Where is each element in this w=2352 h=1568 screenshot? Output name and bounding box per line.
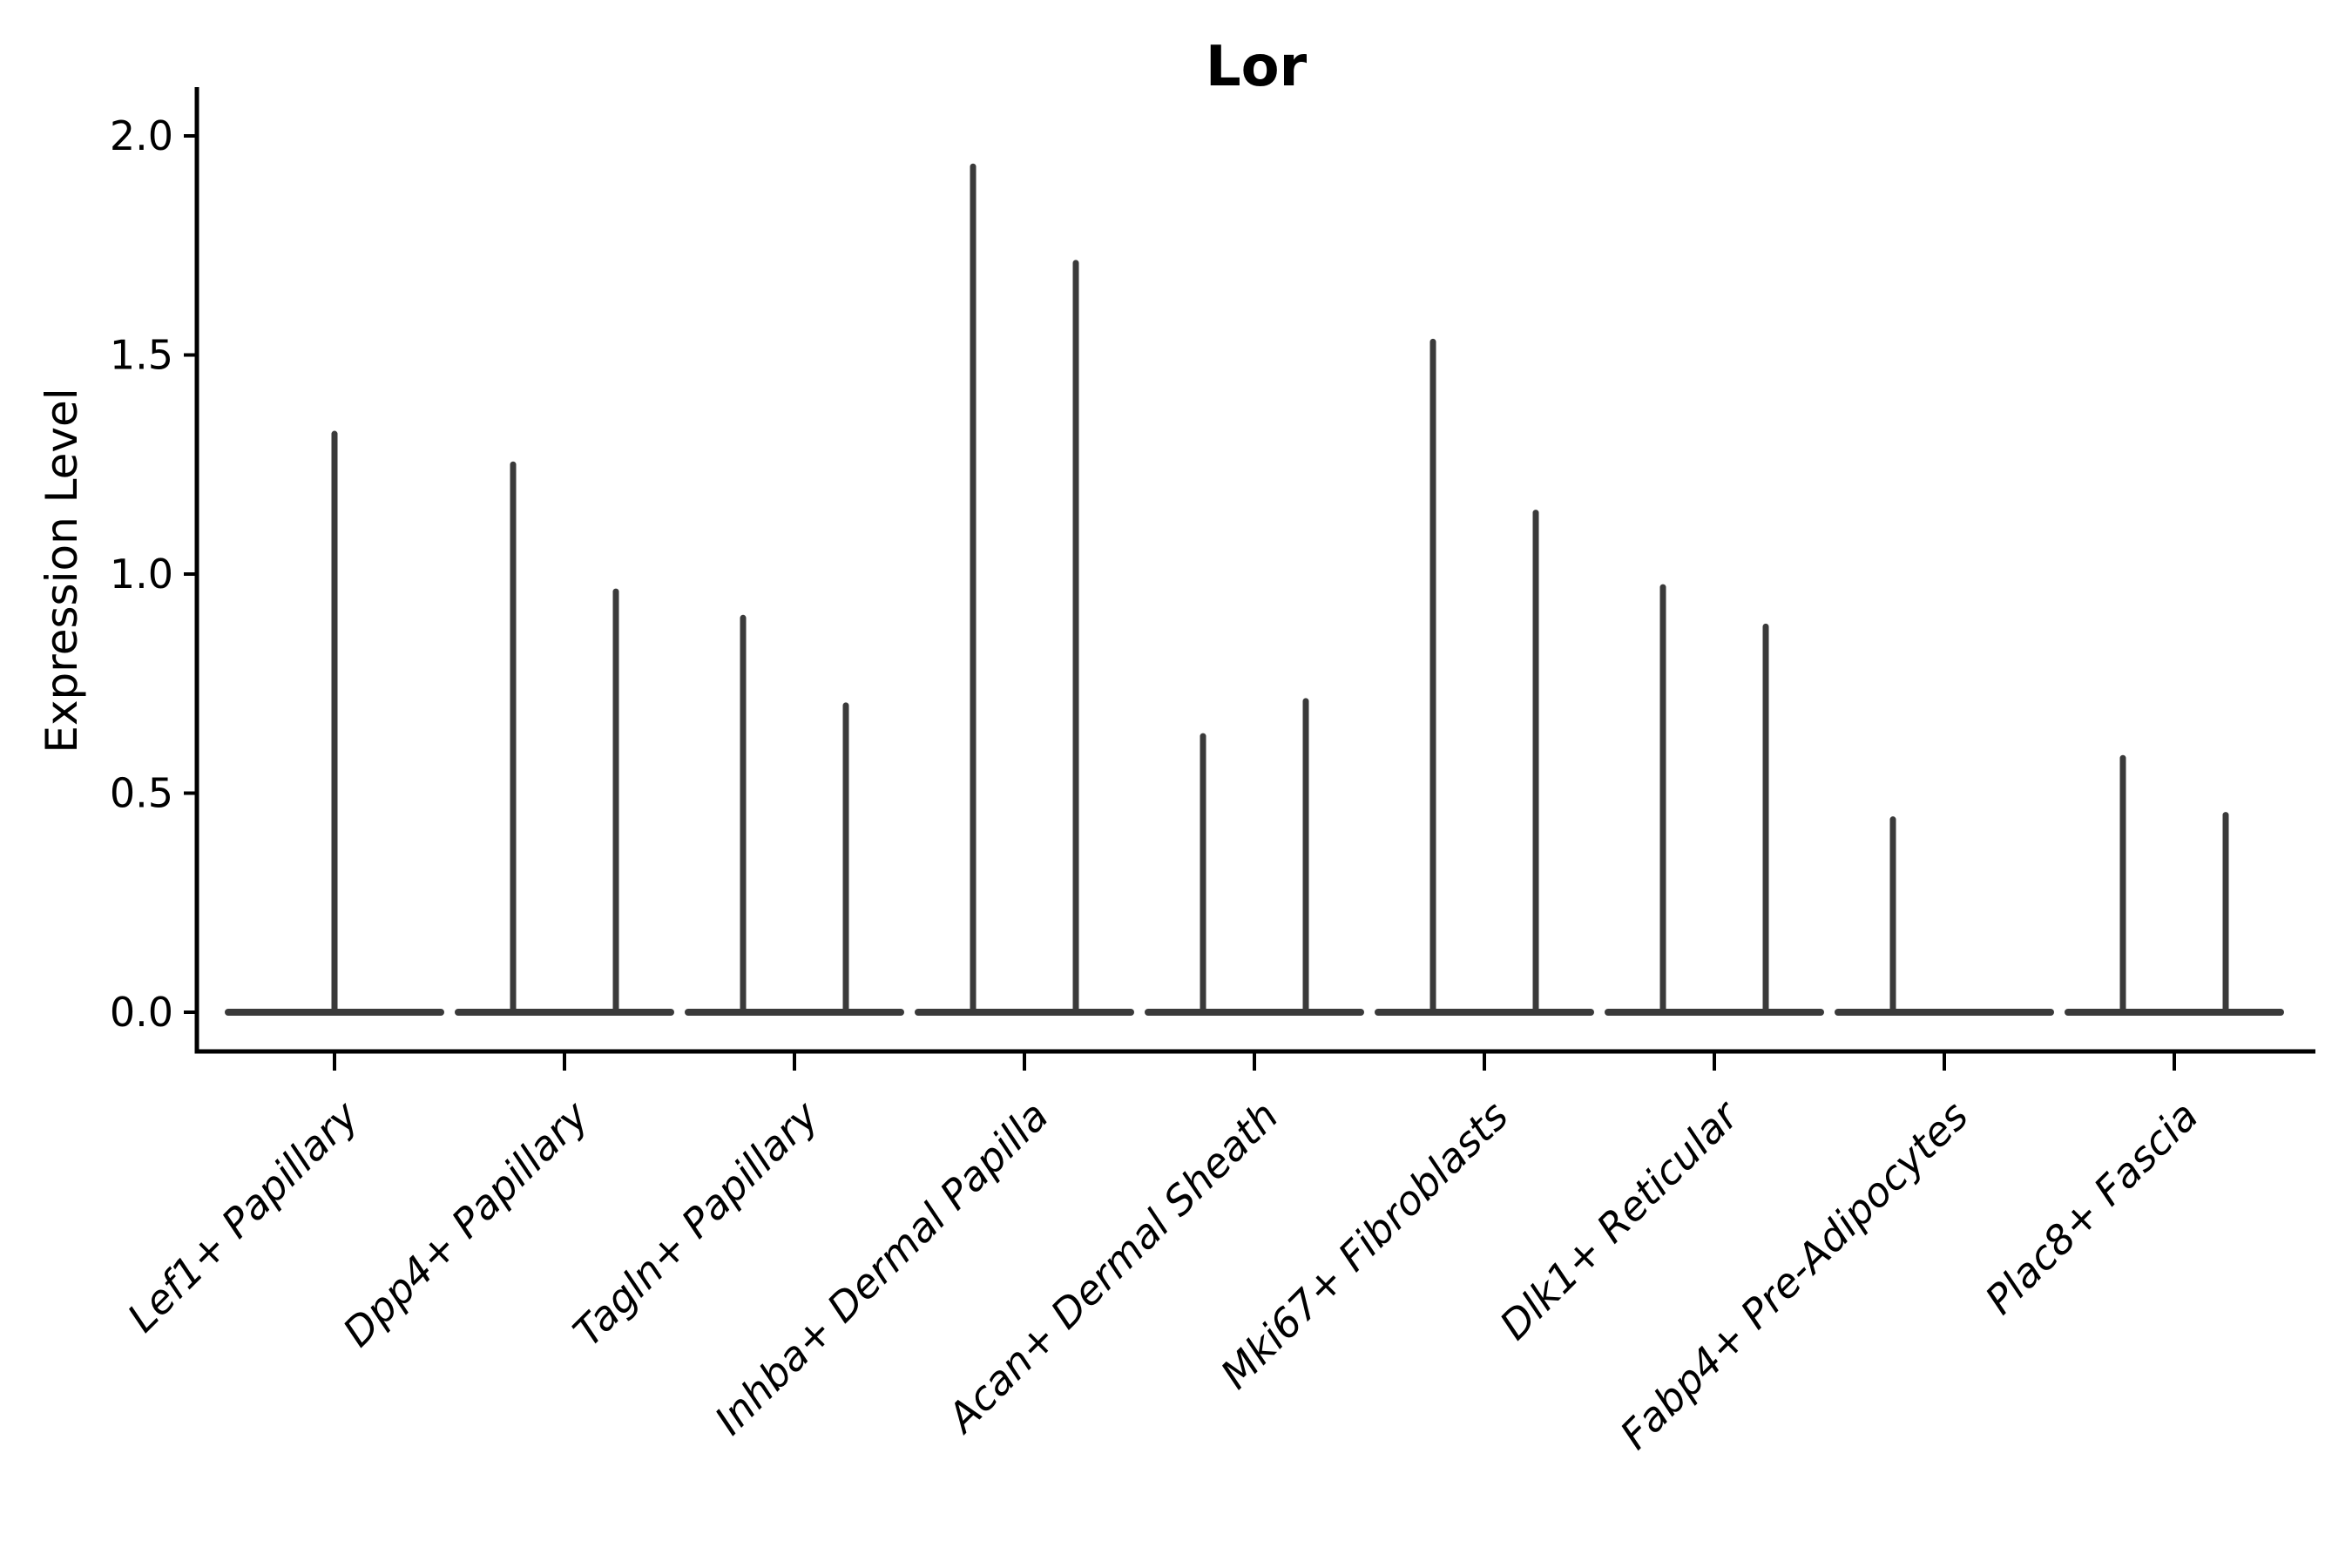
x-tick-label: Dlk1+ Reticular [1490, 1090, 1749, 1348]
y-tick-label: 1.0 [110, 551, 173, 598]
chart-title: Lor [1206, 35, 1308, 99]
y-tick-label: 1.5 [110, 332, 173, 379]
y-tick-label: 2.0 [110, 112, 173, 159]
x-tick-label: Plac8+ Fascia [1976, 1092, 2207, 1323]
y-tick-label: 0.5 [110, 770, 173, 817]
y-axis-label: Expression Level [37, 388, 87, 753]
y-tick-label: 0.0 [110, 989, 173, 1036]
x-tick-label: Lef1+ Papillary [118, 1092, 368, 1341]
x-tick-label: Tagln+ Papillary [564, 1092, 828, 1355]
x-tick-label: Dpp4+ Papillary [334, 1092, 598, 1355]
